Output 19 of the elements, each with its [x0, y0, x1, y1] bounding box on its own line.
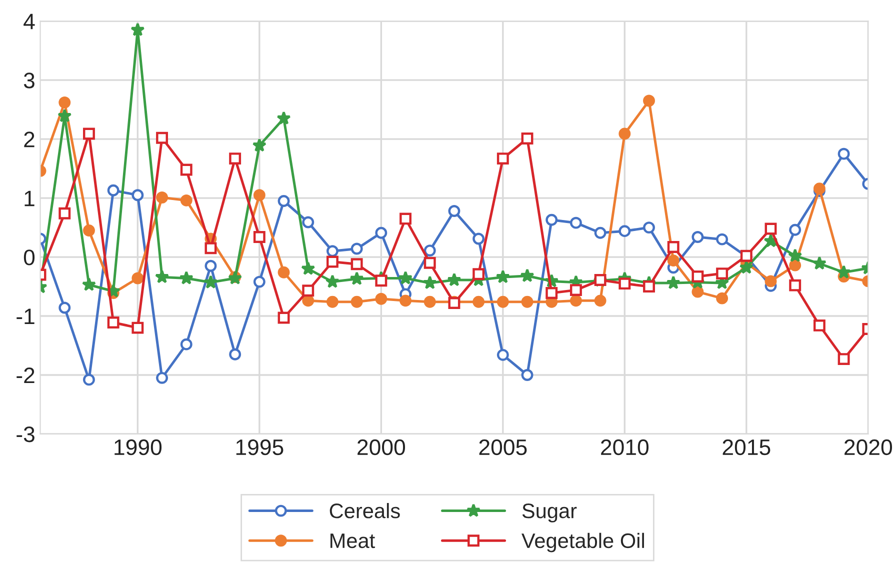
x-tick-label: 2015 [722, 439, 770, 456]
y-tick-label: 3 [24, 72, 34, 88]
y-tick-label: 2 [24, 132, 34, 148]
y-tick-label: -2 [16, 368, 34, 384]
x-tick-label: 2000 [358, 439, 406, 456]
x-tick-label: 1995 [236, 439, 284, 456]
legend-label: Sugar [522, 504, 577, 522]
legend-label: Meat [330, 534, 375, 548]
x-tick-label: 2005 [479, 439, 527, 456]
x-tick-label: 1990 [114, 439, 162, 456]
y-tick-label: -1 [16, 308, 34, 324]
x-tick-label: 2020 [844, 439, 892, 456]
y-tick-label: 1 [24, 190, 34, 206]
y-tick-label: -3 [16, 426, 34, 442]
legend-label: Cereals [330, 502, 400, 518]
y-tick-label: 4 [24, 14, 35, 30]
legend-label: Vegetable Oil [522, 532, 644, 552]
y-tick-label: 0 [24, 250, 35, 266]
x-tick-label: 2010 [601, 439, 649, 456]
